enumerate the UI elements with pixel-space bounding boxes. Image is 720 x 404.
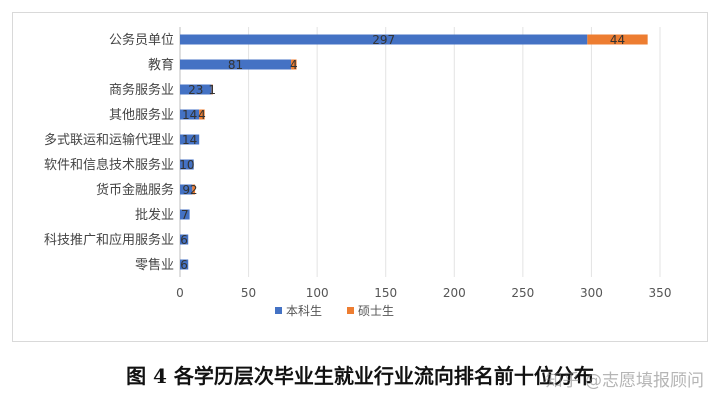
category-label: 零售业 (135, 257, 174, 273)
x-tick-label: 350 (649, 286, 672, 300)
figure-caption: 图 4 各学历层次毕业生就业行业流向排名前十位分布 (126, 364, 594, 388)
bar-undergrad (180, 209, 190, 220)
category-label: 科技推广和应用服务业 (44, 232, 174, 248)
data-label-undergrad: 6 (180, 258, 188, 272)
x-tick-label: 250 (511, 286, 534, 300)
data-label-undergrad: 23 (188, 83, 203, 97)
bar-undergrad (180, 84, 212, 95)
bar-master (199, 109, 205, 120)
category-label: 多式联运和运输代理业 (44, 132, 174, 148)
data-label-undergrad: 9 (182, 183, 190, 197)
bar-undergrad (180, 159, 194, 170)
x-tick-label: 200 (443, 286, 466, 300)
category-label: 商务服务业 (109, 82, 174, 98)
data-label-undergrad: 81 (228, 58, 243, 72)
data-label-master: 4 (198, 108, 206, 122)
data-label-undergrad: 7 (181, 208, 189, 222)
legend-label-undergrad: 本科生 (286, 304, 322, 318)
category-label: 软件和信息技术服务业 (44, 157, 174, 173)
data-label-undergrad: 14 (182, 108, 197, 122)
bar-master (211, 84, 213, 95)
category-label: 教育 (148, 57, 174, 73)
bar-undergrad (180, 134, 200, 145)
data-label-undergrad: 10 (179, 158, 194, 172)
data-label-master: 1 (208, 83, 216, 97)
data-label-master: 44 (610, 33, 625, 47)
legend-swatch-undergrad (275, 307, 282, 314)
data-label-undergrad: 297 (372, 33, 395, 47)
category-label: 批发业 (135, 207, 174, 223)
data-label-undergrad: 14 (182, 133, 197, 147)
bar-undergrad (180, 234, 189, 245)
bar-undergrad (180, 259, 189, 270)
legend-swatch-master (347, 307, 354, 314)
chart-frame: 0 50 100 150 200 250 300 350 公务员单位 297 44 教育 81 4 商务服务… (12, 12, 708, 342)
category-label: 公务员单位 (109, 32, 174, 48)
bar-undergrad (180, 34, 588, 45)
bar-undergrad (180, 109, 200, 120)
x-tick-label: 300 (580, 286, 603, 300)
category-label: 货币金融服务 (96, 182, 174, 198)
bar-undergrad (180, 59, 292, 70)
data-label-master: 4 (290, 58, 298, 72)
bar-master (587, 34, 648, 45)
bar-master (291, 59, 297, 70)
data-label-master: 2 (190, 183, 198, 197)
x-tick-label: 150 (374, 286, 397, 300)
x-tick-label: 0 (176, 286, 184, 300)
category-label: 其他服务业 (109, 107, 174, 123)
watermark: 知乎 @志愿填报顾问 (545, 371, 704, 391)
x-tick-label: 100 (306, 286, 329, 300)
data-label-undergrad: 6 (180, 233, 188, 247)
bar-master (192, 184, 196, 195)
x-tick-label: 50 (241, 286, 256, 300)
bar-undergrad (180, 184, 193, 195)
legend-label-master: 硕士生 (358, 304, 394, 318)
